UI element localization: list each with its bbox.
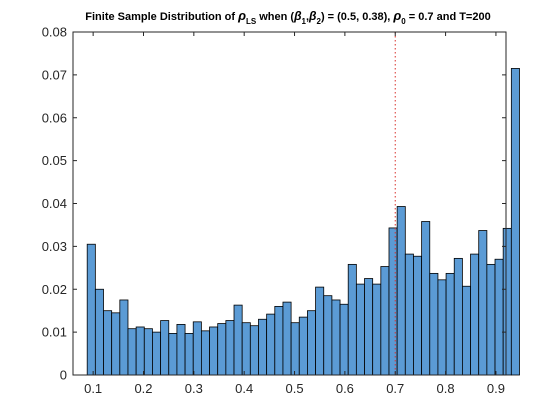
y-tick-label: 0.03 bbox=[42, 239, 67, 254]
y-tick-label: 0.04 bbox=[42, 196, 67, 211]
histogram-bar bbox=[298, 316, 308, 376]
histogram-bar bbox=[282, 301, 292, 376]
x-tick-label: 0.9 bbox=[487, 381, 505, 396]
histogram-bar bbox=[103, 310, 113, 376]
histogram-bar bbox=[355, 283, 365, 376]
histogram-bar bbox=[176, 324, 186, 376]
histogram-bar bbox=[380, 266, 390, 376]
histogram-bar bbox=[152, 331, 162, 376]
y-axis-ticks: 0 0.01 0.02 0.03 0.04 0.05 0.06 0.07 0.08 bbox=[42, 25, 506, 383]
histogram-bar bbox=[233, 304, 243, 376]
histogram-bar bbox=[307, 310, 316, 376]
histogram-bar bbox=[94, 288, 104, 376]
title-sub2: 2 bbox=[316, 17, 321, 26]
histogram-bar bbox=[396, 206, 406, 376]
histogram-bar bbox=[470, 253, 480, 376]
title-part4: = 0.7 and T=200 bbox=[406, 11, 491, 23]
histogram-bar bbox=[486, 263, 496, 376]
histogram-bar bbox=[364, 278, 374, 376]
title-rho0-symbol: ρ bbox=[392, 8, 401, 23]
histogram-bar bbox=[241, 322, 251, 376]
histogram-bar bbox=[323, 295, 333, 376]
histogram-bar bbox=[111, 312, 121, 376]
title-part1: Finite Sample Distribution of bbox=[85, 11, 238, 23]
histogram-bar bbox=[143, 328, 153, 376]
x-tick-label: 0.5 bbox=[285, 381, 303, 396]
histogram-bar bbox=[192, 321, 202, 376]
histogram-bar bbox=[217, 323, 227, 376]
x-tick-label: 0.4 bbox=[235, 381, 253, 396]
histogram-bar bbox=[315, 286, 325, 376]
histogram-bar bbox=[347, 263, 357, 376]
histogram-bar bbox=[461, 285, 471, 376]
title-beta1-symbol: β bbox=[293, 9, 302, 23]
histogram-bar bbox=[209, 326, 219, 376]
histogram-bar bbox=[266, 313, 276, 376]
x-tick-label: 0.6 bbox=[336, 381, 354, 396]
histogram-bar bbox=[413, 255, 423, 376]
title-ls-subscript: LS bbox=[246, 17, 257, 26]
histogram-bar bbox=[86, 243, 96, 376]
histogram-bar bbox=[502, 227, 512, 376]
title-part3: ) = (0.5, 0.38), bbox=[321, 11, 393, 23]
title-beta2-symbol: β bbox=[308, 9, 317, 23]
x-axis-ticks: 0.1 0.2 0.3 0.4 0.5 0.6 0.7 0.8 0.9 bbox=[84, 32, 505, 396]
histogram-bar bbox=[274, 305, 284, 376]
y-tick-label: 0.02 bbox=[42, 282, 67, 297]
x-tick-label: 0.3 bbox=[185, 381, 203, 396]
y-tick-label: 0.08 bbox=[42, 25, 67, 40]
chart-title: Finite Sample Distribution of ρLS when (… bbox=[85, 8, 490, 26]
histogram-bar bbox=[160, 320, 170, 376]
histogram-bar bbox=[494, 258, 504, 376]
title-part2: when ( bbox=[256, 11, 294, 23]
histogram-bar bbox=[445, 272, 455, 376]
histogram-bar bbox=[437, 279, 447, 376]
histogram-bar bbox=[339, 303, 349, 376]
histogram-bar bbox=[127, 328, 137, 376]
histogram-bar bbox=[290, 322, 300, 376]
y-tick-label: 0.05 bbox=[42, 153, 67, 168]
histogram-bar bbox=[388, 227, 398, 376]
x-tick-label: 0.8 bbox=[437, 381, 455, 396]
histogram-bar bbox=[331, 299, 341, 376]
title-comma: , bbox=[306, 11, 309, 23]
x-tick-label: 0.2 bbox=[134, 381, 152, 396]
histogram-bar bbox=[119, 299, 129, 376]
histogram-bar bbox=[184, 333, 194, 376]
y-tick-label: 0.01 bbox=[42, 325, 67, 340]
histogram-bar bbox=[478, 230, 488, 376]
histogram-bar bbox=[258, 318, 268, 376]
histogram-bar bbox=[453, 257, 463, 376]
histogram-bars bbox=[86, 68, 520, 376]
histogram-bar bbox=[135, 326, 145, 376]
histogram-bar bbox=[421, 221, 431, 376]
histogram-bar bbox=[168, 333, 178, 376]
histogram-bar bbox=[404, 253, 414, 376]
histogram-bar bbox=[429, 272, 439, 376]
y-tick-label: 0.07 bbox=[42, 67, 67, 82]
title-rho-symbol: ρ bbox=[237, 8, 246, 23]
title-sub0: 0 bbox=[401, 17, 406, 26]
histogram-bar bbox=[510, 68, 520, 376]
y-tick-label: 0 bbox=[60, 368, 67, 383]
histogram-bar bbox=[225, 320, 235, 376]
histogram-bar bbox=[249, 325, 259, 376]
histogram-bar bbox=[372, 283, 382, 376]
x-tick-label: 0.7 bbox=[386, 381, 404, 396]
histogram-bar bbox=[200, 330, 210, 376]
x-tick-label: 0.1 bbox=[84, 381, 102, 396]
y-tick-label: 0.06 bbox=[42, 110, 67, 125]
title-sub1: 1 bbox=[302, 17, 307, 26]
